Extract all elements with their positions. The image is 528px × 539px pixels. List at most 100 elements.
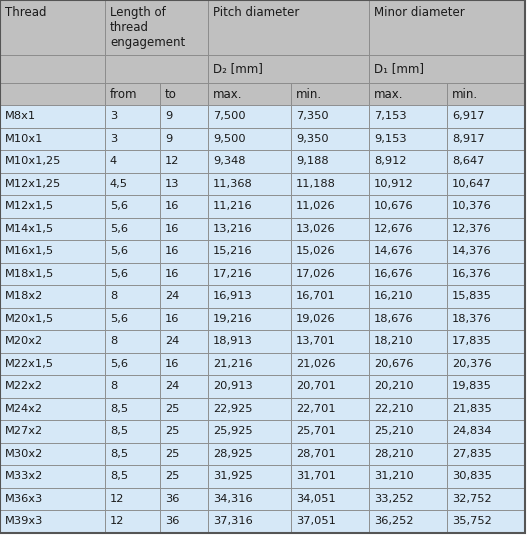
Bar (291, 308, 369, 330)
Bar (105, 353, 160, 375)
Text: 7,350: 7,350 (296, 111, 328, 121)
Bar (291, 443, 369, 465)
Bar (447, 240, 525, 262)
Bar (291, 195, 369, 218)
Text: 20,376: 20,376 (452, 359, 492, 369)
Bar (160, 128, 208, 150)
Text: 18,210: 18,210 (374, 336, 414, 346)
Text: M22x1,5: M22x1,5 (5, 359, 54, 369)
Text: D₁ [mm]: D₁ [mm] (374, 63, 424, 75)
Bar (447, 262, 525, 285)
Bar (291, 487, 369, 510)
Bar (447, 375, 525, 397)
Text: 28,701: 28,701 (296, 449, 336, 459)
Bar (105, 420, 160, 443)
Bar (447, 308, 525, 330)
Text: 10,376: 10,376 (452, 201, 492, 211)
Text: 31,210: 31,210 (374, 471, 414, 481)
Bar (291, 330, 369, 353)
Bar (0, 330, 105, 353)
Text: 9: 9 (165, 134, 172, 144)
Text: 20,701: 20,701 (296, 381, 336, 391)
Bar (208, 240, 291, 262)
Bar (0, 285, 105, 308)
Bar (208, 330, 291, 353)
Text: 10,647: 10,647 (452, 179, 492, 189)
Text: 18,913: 18,913 (213, 336, 253, 346)
Bar (105, 443, 160, 465)
Bar (105, 285, 160, 308)
Bar (208, 55, 369, 83)
Bar (160, 195, 208, 218)
Text: 25: 25 (165, 449, 180, 459)
Bar (369, 308, 447, 330)
Bar (0, 218, 105, 240)
Text: Pitch diameter: Pitch diameter (213, 6, 299, 19)
Text: 19,216: 19,216 (213, 314, 252, 324)
Text: from: from (110, 87, 137, 100)
Text: 8: 8 (110, 291, 117, 301)
Bar (160, 375, 208, 397)
Text: M10x1: M10x1 (5, 134, 43, 144)
Bar (208, 83, 291, 105)
Bar (105, 128, 160, 150)
Text: 16,376: 16,376 (452, 269, 492, 279)
Text: 17,026: 17,026 (296, 269, 336, 279)
Text: M20x2: M20x2 (5, 336, 43, 346)
Bar (0, 83, 105, 105)
Bar (369, 172, 447, 195)
Bar (105, 465, 160, 487)
Bar (369, 195, 447, 218)
Bar (160, 487, 208, 510)
Text: 15,835: 15,835 (452, 291, 492, 301)
Text: 4,5: 4,5 (110, 179, 128, 189)
Text: 8,5: 8,5 (110, 471, 128, 481)
Text: 8,647: 8,647 (452, 156, 484, 166)
Bar (208, 285, 291, 308)
Text: 3: 3 (110, 111, 117, 121)
Text: 8: 8 (110, 381, 117, 391)
Text: 14,676: 14,676 (374, 246, 413, 256)
Bar (160, 285, 208, 308)
Text: 8,917: 8,917 (452, 134, 485, 144)
Bar (208, 105, 291, 128)
Bar (160, 150, 208, 172)
Text: 32,752: 32,752 (452, 494, 492, 504)
Bar (447, 105, 525, 128)
Bar (291, 172, 369, 195)
Bar (369, 375, 447, 397)
Bar (369, 128, 447, 150)
Bar (0, 240, 105, 262)
Text: 24: 24 (165, 291, 179, 301)
Bar (160, 330, 208, 353)
Bar (160, 218, 208, 240)
Text: 12,376: 12,376 (452, 224, 492, 234)
Bar (0, 353, 105, 375)
Text: M27x2: M27x2 (5, 426, 43, 436)
Text: 9,350: 9,350 (296, 134, 328, 144)
Text: 17,216: 17,216 (213, 269, 252, 279)
Bar (291, 465, 369, 487)
Bar (105, 308, 160, 330)
Text: M10x1,25: M10x1,25 (5, 156, 61, 166)
Bar (369, 397, 447, 420)
Text: 36,252: 36,252 (374, 516, 413, 526)
Bar (160, 308, 208, 330)
Bar (0, 375, 105, 397)
Text: M12x1,25: M12x1,25 (5, 179, 61, 189)
Bar (0, 420, 105, 443)
Text: 36: 36 (165, 516, 180, 526)
Text: 11,368: 11,368 (213, 179, 253, 189)
Text: 5,6: 5,6 (110, 246, 128, 256)
Text: 25,210: 25,210 (374, 426, 413, 436)
Bar (160, 262, 208, 285)
Bar (105, 83, 160, 105)
Bar (369, 353, 447, 375)
Bar (160, 443, 208, 465)
Text: 15,026: 15,026 (296, 246, 336, 256)
Text: M33x2: M33x2 (5, 471, 43, 481)
Bar (160, 397, 208, 420)
Text: 5,6: 5,6 (110, 314, 128, 324)
Text: M16x1,5: M16x1,5 (5, 246, 54, 256)
Bar (105, 0, 208, 55)
